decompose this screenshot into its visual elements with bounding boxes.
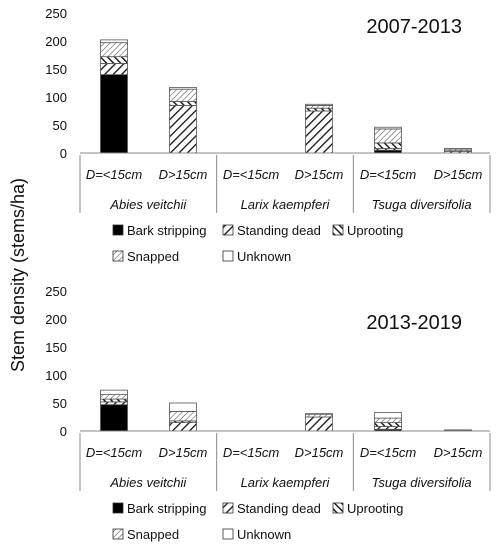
bar-segment xyxy=(305,103,333,106)
x-tick-label: D>15cm xyxy=(159,167,208,182)
bar-segment xyxy=(169,87,197,90)
legend-label: Unknown xyxy=(237,249,291,264)
bar-segment xyxy=(305,416,333,432)
legend-swatch xyxy=(332,502,344,514)
legend-label: Standing dead xyxy=(237,501,321,516)
bar-segment xyxy=(169,422,197,432)
x-tick-label: D=<15cm xyxy=(360,445,417,460)
x-tick-label: D>15cm xyxy=(434,167,483,182)
group-label: Abies veitchii xyxy=(109,197,187,212)
category-labels: D=<15cm D>15cm D=<15cm D>15cm D=<15cm D>15cm xyxy=(86,167,483,182)
bar-segment xyxy=(169,410,197,422)
bar-segment xyxy=(305,110,333,154)
legend-swatch xyxy=(222,502,234,514)
bar-segment xyxy=(305,413,333,415)
bar-segment xyxy=(100,39,128,44)
y-tick-label: 50 xyxy=(53,396,67,411)
y-tick-label: 200 xyxy=(45,34,67,49)
bar-segment xyxy=(100,74,128,154)
legend-label: Snapped xyxy=(127,249,179,264)
group-label: Tsuga diversifolia xyxy=(372,197,472,212)
bar-segment xyxy=(374,412,402,419)
bar-segment xyxy=(100,398,128,403)
x-tick-label: D>15cm xyxy=(159,445,208,460)
legend-swatch xyxy=(112,224,124,236)
y-axis-ticks: 0 50 100 150 200 250 xyxy=(45,284,67,439)
y-tick-label: 150 xyxy=(45,62,67,77)
group-label: Larix kaempferi xyxy=(241,475,331,490)
bar-segment xyxy=(169,101,197,106)
group-label: Abies veitchii xyxy=(109,475,187,490)
y-axis-ticks: 0 50 100 150 200 250 xyxy=(45,6,67,161)
bar-segment xyxy=(100,389,128,395)
x-tick-label: D=<15cm xyxy=(360,167,417,182)
x-tick-label: D=<15cm xyxy=(86,445,143,460)
group-label: Larix kaempferi xyxy=(241,197,331,212)
x-tick-label: D>15cm xyxy=(434,445,483,460)
bar-segment xyxy=(444,148,472,150)
legend-swatch xyxy=(222,250,234,262)
legend-label: Bark stripping xyxy=(127,501,206,516)
y-tick-label: 100 xyxy=(45,368,67,383)
bar-segment xyxy=(305,107,333,112)
bar-segment xyxy=(374,142,402,149)
legend-label: Uprooting xyxy=(347,223,403,238)
bar-segment xyxy=(100,404,128,432)
bar-segment xyxy=(374,422,402,427)
panel-title: 2013-2019 xyxy=(366,312,462,334)
x-tick-label: D=<15cm xyxy=(86,167,143,182)
bar-segment xyxy=(169,88,197,102)
y-tick-label: 200 xyxy=(45,312,67,327)
bar-segment xyxy=(374,417,402,423)
y-tick-label: 0 xyxy=(60,146,67,161)
group-labels: Abies veitchii Larix kaempferi Tsuga diver… xyxy=(79,433,491,491)
y-tick-label: 150 xyxy=(45,340,67,355)
legend-label: Uprooting xyxy=(347,501,403,516)
legend-swatch xyxy=(332,224,344,236)
y-tick-label: 50 xyxy=(53,118,67,133)
legend-swatch xyxy=(112,528,124,540)
x-tick-label: D=<15cm xyxy=(223,445,280,460)
x-tick-label: D>15cm xyxy=(295,445,344,460)
y-tick-label: 100 xyxy=(45,90,67,105)
x-tick-label: D>15cm xyxy=(295,167,344,182)
legend: Bark stripping Standing dead Uprooting Snap… xyxy=(112,223,403,264)
bars xyxy=(100,39,472,154)
legend-label: Standing dead xyxy=(237,223,321,238)
legend-swatch xyxy=(112,250,124,262)
category-labels: D=<15cm D>15cm D=<15cm D>15cm D=<15cm D>15cm xyxy=(86,445,483,460)
bar-segment xyxy=(100,42,128,58)
bars xyxy=(100,389,472,432)
bar-segment xyxy=(100,63,128,76)
bar-segment xyxy=(100,401,128,406)
legend: Bark stripping Standing dead Uprooting Snap… xyxy=(112,501,403,542)
bar-segment xyxy=(169,105,197,154)
group-labels: Abies veitchii Larix kaempferi Tsuga diver… xyxy=(79,155,491,213)
y-tick-label: 0 xyxy=(60,424,67,439)
legend-swatch xyxy=(222,224,234,236)
y-tick-label: 250 xyxy=(45,284,67,299)
bar-segment xyxy=(305,105,333,109)
y-tick-label: 250 xyxy=(45,6,67,21)
panel-title: 2007-2013 xyxy=(366,16,462,38)
legend-swatch xyxy=(112,502,124,514)
x-tick-label: D=<15cm xyxy=(223,167,280,182)
bar-segment xyxy=(100,56,128,64)
legend-label: Snapped xyxy=(127,527,179,542)
legend-swatch xyxy=(222,528,234,540)
bar-segment xyxy=(374,126,402,130)
legend-label: Unknown xyxy=(237,527,291,542)
bar-segment xyxy=(444,429,472,431)
group-label: Tsuga diversifolia xyxy=(372,475,472,490)
bar-segment xyxy=(305,413,333,418)
bar-segment xyxy=(100,394,128,400)
legend-label: Bark stripping xyxy=(127,223,206,238)
y-axis-label: Stem density (stems/ha) xyxy=(8,178,28,372)
bar-segment xyxy=(374,128,402,144)
bar-segment xyxy=(374,426,402,430)
bar-segment xyxy=(169,402,197,412)
